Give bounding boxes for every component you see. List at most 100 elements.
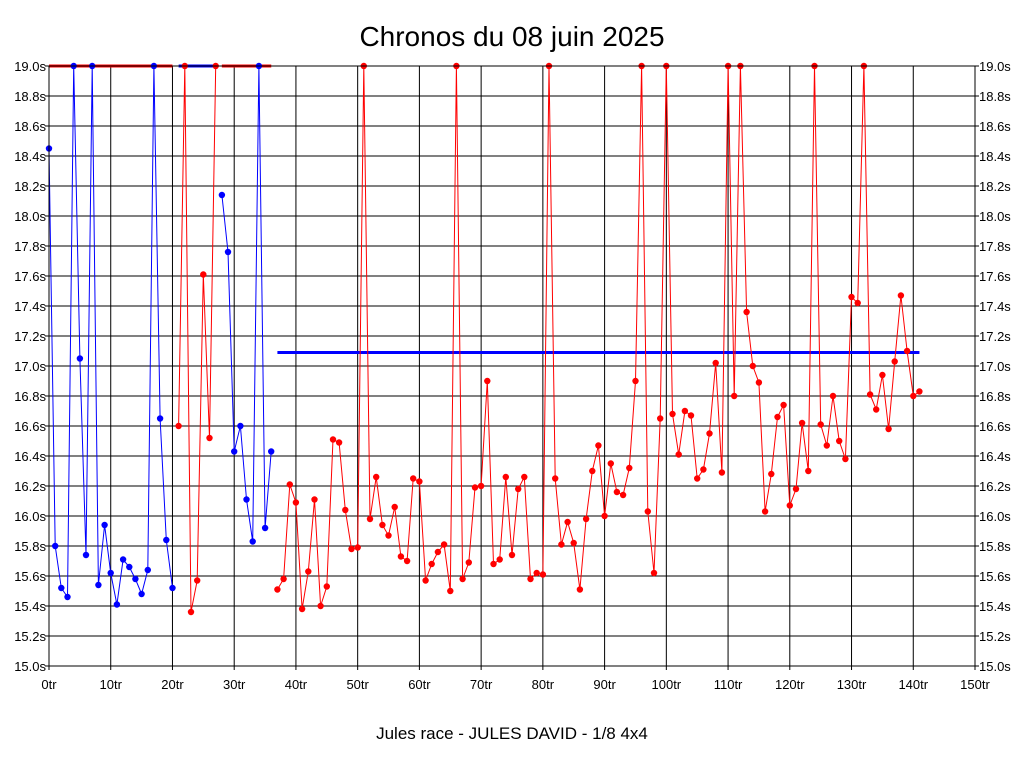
lap-point xyxy=(681,407,689,415)
lap-point xyxy=(410,475,417,482)
lap-point xyxy=(731,392,738,400)
lap-point xyxy=(268,448,275,455)
lap-point xyxy=(916,388,923,395)
lap-point xyxy=(823,442,830,449)
chart-title: Chronos du 08 juin 2025 xyxy=(359,21,664,52)
lap-point xyxy=(391,503,398,511)
lap-point xyxy=(798,419,806,427)
lap-point xyxy=(619,491,627,499)
lap-point xyxy=(373,473,380,481)
x-axis-label: Jules race - JULES DAVID - 1/8 4x4 xyxy=(376,724,648,743)
lap-point xyxy=(601,512,608,520)
lap-point xyxy=(768,470,775,478)
lap-point xyxy=(879,371,886,379)
lap-point xyxy=(515,485,522,493)
lap-point xyxy=(249,538,256,545)
lap-point xyxy=(397,553,405,560)
lap-point xyxy=(644,508,651,515)
x-tick-label: 80tr xyxy=(532,677,555,692)
lap-point xyxy=(175,422,182,430)
y-tick-label-left: 16.4s xyxy=(14,449,46,464)
lap-point xyxy=(187,608,195,616)
x-tick-label: 90tr xyxy=(593,677,616,692)
y-tick-label-left: 17.8s xyxy=(14,239,46,254)
lap-point xyxy=(774,413,781,421)
y-tick-label-left: 17.2s xyxy=(14,329,46,344)
lap-point xyxy=(607,460,614,467)
grid-lines xyxy=(45,65,979,670)
lap-point xyxy=(866,391,874,398)
x-tick-label: 140tr xyxy=(898,677,928,692)
lap-point xyxy=(848,293,855,301)
x-tick-label: 100tr xyxy=(652,677,682,692)
x-tick-label: 60tr xyxy=(408,677,431,692)
y-tick-label-right: 15.0s xyxy=(979,659,1011,674)
lap-point xyxy=(280,575,287,583)
y-tick-label-right: 18.2s xyxy=(979,179,1011,194)
x-tick-label: 110tr xyxy=(714,677,743,692)
y-tick-label-left: 17.0s xyxy=(14,359,46,374)
lap-point xyxy=(329,436,337,443)
lap-point xyxy=(58,584,65,592)
lap-point xyxy=(428,560,435,568)
x-tick-label: 0tr xyxy=(41,677,57,692)
lap-point xyxy=(317,602,324,610)
lap-point xyxy=(323,583,330,590)
y-tick-label-right: 17.6s xyxy=(979,269,1011,284)
lap-point xyxy=(891,358,898,365)
y-tick-label-left: 19.0s xyxy=(14,59,46,74)
lap-point xyxy=(496,556,503,563)
lap-point xyxy=(687,412,695,419)
lap-point xyxy=(101,521,108,529)
lap-point xyxy=(119,556,127,563)
lap-point xyxy=(305,568,312,575)
lap-point xyxy=(64,593,71,601)
lap-point xyxy=(403,557,411,565)
lap-point xyxy=(274,586,281,593)
x-tick-label: 10tr xyxy=(100,677,123,692)
lap-point xyxy=(348,545,355,553)
lap-point xyxy=(533,569,540,577)
lap-point xyxy=(650,569,658,577)
lap-point xyxy=(335,439,343,446)
lap-point xyxy=(761,508,769,515)
y-tick-label-right: 18.6s xyxy=(979,119,1011,134)
lap-point xyxy=(292,499,300,506)
lap-point xyxy=(780,401,787,409)
lap-point xyxy=(613,488,621,496)
lap-point xyxy=(508,551,516,559)
lap-point xyxy=(163,536,170,544)
lap-point xyxy=(342,506,349,514)
y-tick-label-right: 17.8s xyxy=(979,239,1011,254)
tick-labels: 15.0s 15.0s 15.2s 15.2s 15.4s 15.4s 15.6s 15.6s… xyxy=(14,59,1011,692)
lap-point xyxy=(447,587,454,595)
lap-point xyxy=(206,434,213,442)
lap-point xyxy=(632,377,639,385)
lap-point xyxy=(243,496,250,503)
y-tick-label-left: 15.4s xyxy=(14,599,46,614)
y-tick-label-left: 16.0s xyxy=(14,509,46,524)
lap-point xyxy=(76,355,84,362)
lap-point xyxy=(138,590,145,598)
lap-point xyxy=(107,569,114,577)
lap-point xyxy=(521,473,528,481)
x-tick-label: 30tr xyxy=(223,677,246,692)
lap-point xyxy=(298,605,306,613)
lap-point xyxy=(576,586,584,593)
lap-point xyxy=(484,377,491,385)
y-tick-label-right: 16.6s xyxy=(979,419,1011,434)
lap-point xyxy=(218,191,226,199)
y-tick-label-left: 18.2s xyxy=(14,179,46,194)
lap-point xyxy=(385,532,392,539)
y-tick-label-left: 16.2s xyxy=(14,479,46,494)
lap-point xyxy=(490,560,497,568)
lap-point xyxy=(903,347,911,355)
y-tick-label-right: 15.6s xyxy=(979,569,1011,584)
lap-point xyxy=(477,482,485,490)
y-tick-label-right: 15.8s xyxy=(979,539,1011,554)
lap-point xyxy=(669,410,676,418)
y-tick-label-right: 18.8s xyxy=(979,89,1011,104)
lap-point xyxy=(589,467,596,475)
y-tick-label-right: 16.2s xyxy=(979,479,1011,494)
